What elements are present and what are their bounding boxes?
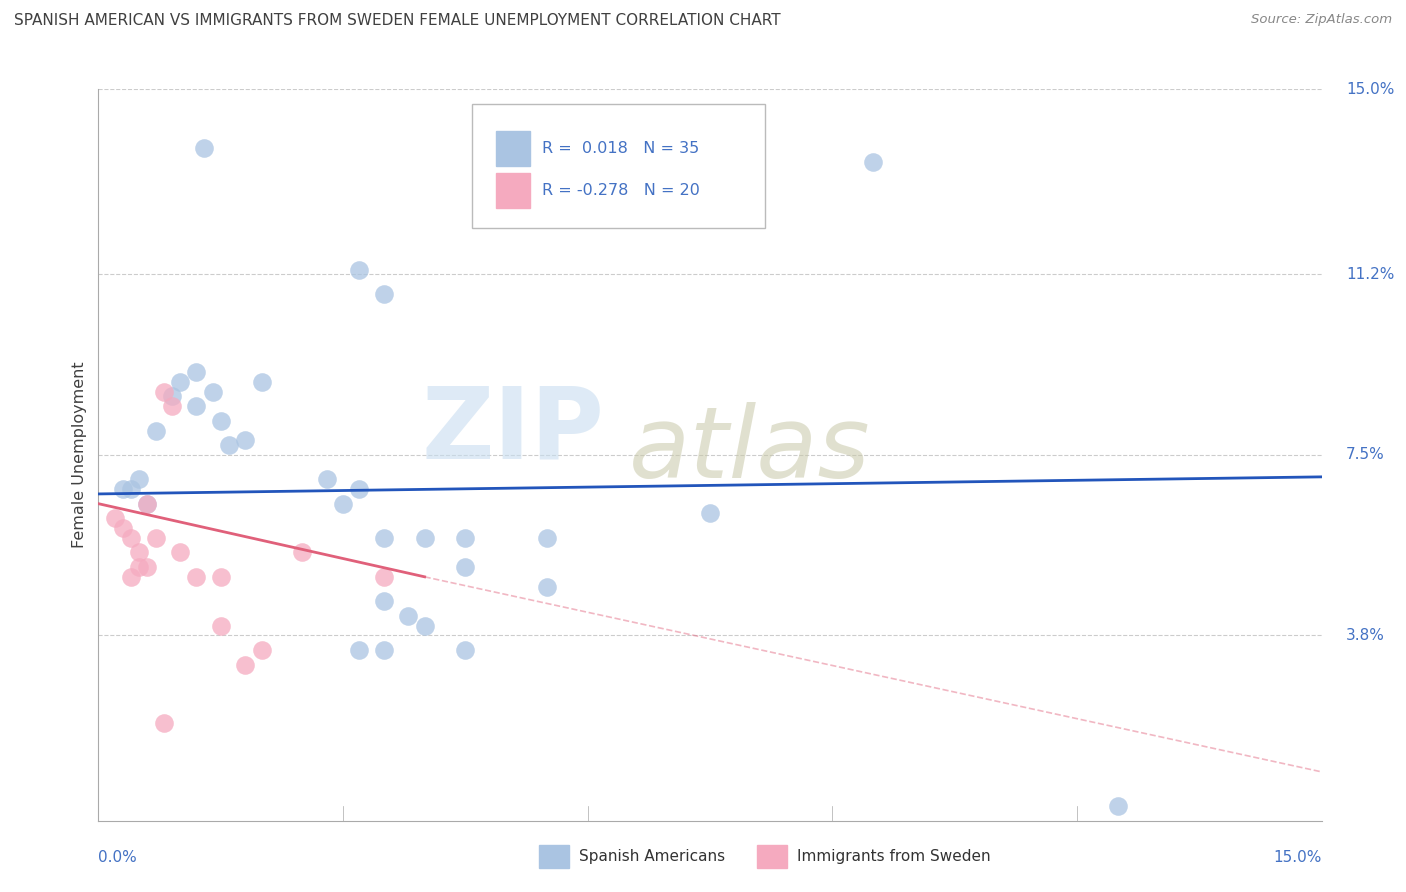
Point — [111, 521, 134, 535]
Point — [373, 287, 395, 301]
Point — [209, 618, 232, 632]
Bar — [496, 172, 530, 208]
Point — [536, 580, 558, 594]
Point — [218, 438, 240, 452]
Point — [413, 531, 436, 545]
Point — [193, 141, 215, 155]
Point — [349, 643, 371, 657]
Text: atlas: atlas — [628, 401, 870, 499]
Point — [186, 365, 208, 379]
Point — [111, 482, 134, 496]
Point — [1107, 799, 1129, 814]
Point — [136, 497, 159, 511]
Point — [209, 414, 232, 428]
Point — [373, 570, 395, 584]
Point — [349, 262, 371, 277]
Point — [128, 560, 150, 574]
Text: 7.5%: 7.5% — [1346, 448, 1385, 462]
Point — [536, 531, 558, 545]
Point — [454, 531, 477, 545]
Text: Spanish Americans: Spanish Americans — [579, 849, 725, 864]
Point — [250, 375, 273, 389]
Point — [373, 531, 395, 545]
Point — [454, 560, 477, 574]
Point — [169, 545, 191, 559]
Text: 15.0%: 15.0% — [1346, 82, 1395, 96]
Text: 15.0%: 15.0% — [1274, 850, 1322, 865]
Point — [136, 497, 159, 511]
Point — [209, 570, 232, 584]
Point — [349, 482, 371, 496]
Bar — [756, 845, 787, 868]
Point — [169, 375, 191, 389]
Text: 11.2%: 11.2% — [1346, 267, 1395, 282]
Point — [160, 389, 183, 403]
Point — [152, 384, 174, 399]
Point — [315, 472, 337, 486]
Point — [160, 399, 183, 413]
Y-axis label: Female Unemployment: Female Unemployment — [72, 361, 87, 549]
Bar — [538, 845, 569, 868]
Point — [136, 560, 159, 574]
Point — [250, 643, 273, 657]
Point — [104, 511, 127, 525]
Point — [233, 434, 256, 448]
Point — [862, 155, 884, 169]
Text: Source: ZipAtlas.com: Source: ZipAtlas.com — [1251, 13, 1392, 27]
Point — [120, 531, 142, 545]
Point — [186, 570, 208, 584]
Point — [373, 594, 395, 608]
Text: 0.0%: 0.0% — [98, 850, 138, 865]
Text: ZIP: ZIP — [422, 382, 605, 479]
Text: R = -0.278   N = 20: R = -0.278 N = 20 — [543, 183, 700, 198]
Point — [128, 545, 150, 559]
Point — [152, 716, 174, 731]
Point — [145, 424, 167, 438]
Point — [145, 531, 167, 545]
Point — [120, 482, 142, 496]
Point — [201, 384, 224, 399]
Point — [373, 643, 395, 657]
Bar — [496, 131, 530, 166]
Point — [128, 472, 150, 486]
Point — [413, 618, 436, 632]
Point — [233, 657, 256, 672]
Text: Immigrants from Sweden: Immigrants from Sweden — [797, 849, 990, 864]
Point — [332, 497, 354, 511]
Point — [120, 570, 142, 584]
Point — [186, 399, 208, 413]
Point — [291, 545, 314, 559]
Point — [454, 643, 477, 657]
Point — [699, 507, 721, 521]
Text: R =  0.018   N = 35: R = 0.018 N = 35 — [543, 141, 700, 156]
FancyBboxPatch shape — [471, 103, 765, 228]
Text: SPANISH AMERICAN VS IMMIGRANTS FROM SWEDEN FEMALE UNEMPLOYMENT CORRELATION CHART: SPANISH AMERICAN VS IMMIGRANTS FROM SWED… — [14, 13, 780, 29]
Point — [396, 608, 419, 623]
Text: 3.8%: 3.8% — [1346, 628, 1385, 643]
